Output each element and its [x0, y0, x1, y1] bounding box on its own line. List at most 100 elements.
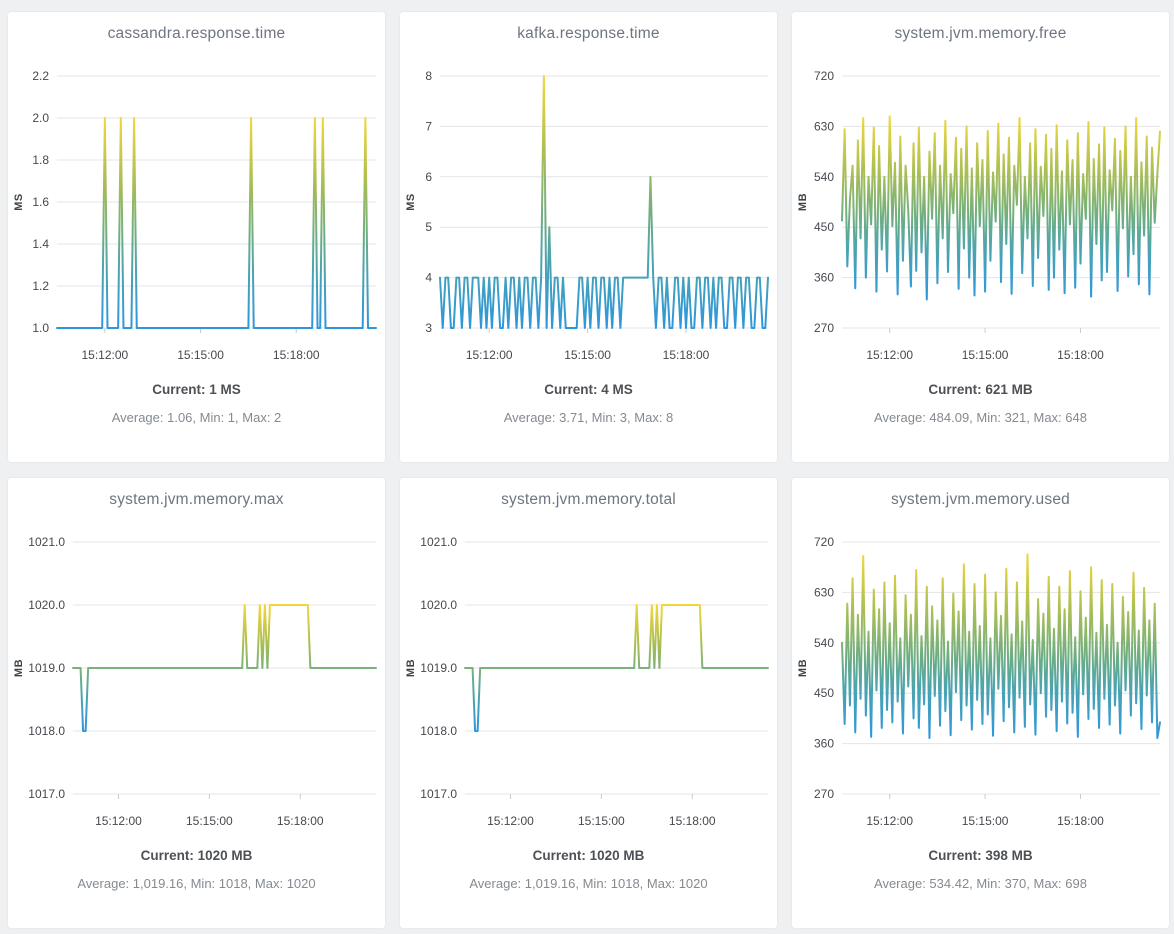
y-tick-label: 1021.0	[28, 535, 65, 549]
card-cassandra-response-time: cassandra.response.time 2.2 2.0 1.8 1.6 1.4 1…	[8, 12, 385, 462]
y-tick-label: 1019.0	[28, 661, 65, 675]
chart-current-value: Current: 1020 MB	[140, 848, 253, 863]
y-tick-label: 1.8	[32, 153, 49, 167]
y-tick-label: 360	[814, 737, 834, 751]
chart-plot-system-jvm-memory-max[interactable]: 1021.0 1020.0 1019.0 1018.0 1017.0 15:12:00 15…	[8, 522, 385, 834]
chart-title: system.jvm.memory.free	[894, 25, 1067, 42]
x-tick-label: 15:18:00	[663, 348, 710, 362]
y-axis-unit-label: MS	[405, 193, 417, 211]
chart-current-value: Current: 1020 MB	[532, 848, 645, 863]
y-axis-unit-label: MB	[405, 659, 417, 677]
chart-current-value: Current: 398 MB	[928, 848, 1033, 863]
card-system-jvm-memory-max: system.jvm.memory.max 1021.0 1020.0 1019.0…	[8, 478, 385, 928]
chart-title: system.jvm.memory.max	[109, 491, 284, 508]
y-tick-label: 1018.0	[420, 724, 457, 738]
chart-canvas: 1021.0 1020.0 1019.0 1018.0 1017.0 15:12:00 15…	[405, 535, 769, 828]
chart-current-value: Current: 621 MB	[928, 382, 1033, 397]
chart-stats-summary: Average: 534.42, Min: 370, Max: 698	[874, 876, 1087, 891]
card-system-jvm-memory-total: system.jvm.memory.total 1021.0 1020.0 1019…	[400, 478, 777, 928]
x-tick-label: 15:12:00	[866, 348, 913, 362]
y-axis-unit-label: MB	[13, 659, 25, 677]
chart-stats-summary: Average: 1,019.16, Min: 1018, Max: 1020	[77, 876, 316, 891]
chart-canvas: 8 7 6 5 4 3 15:12:00 15:15:00 15:18:00 MS	[405, 69, 769, 362]
card-kafka-response-time: kafka.response.time 8 7 6 5 4 3 15:12:00 15:15:…	[400, 12, 777, 462]
y-tick-label: 720	[814, 69, 834, 83]
chart-plot-system-jvm-memory-total[interactable]: 1021.0 1020.0 1019.0 1018.0 1017.0 15:12:00 15…	[400, 522, 777, 834]
x-tick-label: 15:15:00	[177, 348, 224, 362]
y-tick-label: 5	[425, 220, 432, 234]
card-system-jvm-memory-used: system.jvm.memory.used 720 630 540 450 360 27…	[792, 478, 1169, 928]
series-line	[841, 553, 1161, 739]
x-tick-label: 15:18:00	[1057, 348, 1104, 362]
chart-canvas: 720 630 540 450 360 270 15:12:00 15:15:00 15:18:…	[797, 69, 1161, 362]
chart-stats-summary: Average: 1.06, Min: 1, Max: 2	[111, 410, 282, 425]
y-tick-label: 1019.0	[420, 661, 457, 675]
y-tick-label: 1021.0	[420, 535, 457, 549]
y-tick-label: 1020.0	[28, 598, 65, 612]
x-tick-label: 15:18:00	[669, 814, 716, 828]
x-tick-label: 15:18:00	[277, 814, 324, 828]
y-tick-label: 1.4	[32, 237, 49, 251]
chart-title: kafka.response.time	[517, 25, 660, 42]
y-tick-label: 1.6	[32, 195, 49, 209]
y-tick-label: 270	[814, 787, 834, 801]
y-tick-label: 540	[814, 170, 834, 184]
series-line	[439, 75, 769, 329]
y-tick-label: 2.0	[32, 111, 49, 125]
y-tick-label: 630	[814, 585, 834, 599]
y-tick-label: 1018.0	[28, 724, 65, 738]
chart-plot-system-jvm-memory-free[interactable]: 720 630 540 450 360 270 15:12:00 15:15:00 15:18:…	[792, 56, 1169, 368]
x-tick-label: 15:12:00	[81, 348, 128, 362]
series-line	[56, 117, 377, 329]
chart-current-value: Current: 1 MS	[152, 382, 241, 397]
y-tick-label: 450	[814, 686, 834, 700]
chart-canvas: 2.2 2.0 1.8 1.6 1.4 1.2 1.0 15:12:00 15:15:00 15:…	[13, 69, 377, 362]
chart-title: system.jvm.memory.total	[501, 491, 676, 508]
series-line	[72, 604, 377, 732]
x-tick-label: 15:12:00	[466, 348, 513, 362]
y-tick-label: 540	[814, 636, 834, 650]
x-tick-label: 15:15:00	[962, 348, 1009, 362]
y-tick-label: 450	[814, 220, 834, 234]
y-tick-label: 3	[425, 321, 432, 335]
y-tick-label: 1020.0	[420, 598, 457, 612]
y-axis-unit-label: MB	[797, 193, 809, 211]
x-tick-label: 15:18:00	[273, 348, 320, 362]
series-line	[464, 604, 769, 732]
x-tick-label: 15:15:00	[186, 814, 233, 828]
chart-title: cassandra.response.time	[107, 25, 286, 42]
x-tick-label: 15:15:00	[962, 814, 1009, 828]
card-system-jvm-memory-free: system.jvm.memory.free 720 630 540 450 360 27…	[792, 12, 1169, 462]
chart-canvas: 1021.0 1020.0 1019.0 1018.0 1017.0 15:12:00 15…	[13, 535, 377, 828]
y-tick-label: 1.2	[32, 279, 49, 293]
y-tick-label: 6	[425, 170, 432, 184]
chart-stats-summary: Average: 484.09, Min: 321, Max: 648	[874, 410, 1087, 425]
chart-stats-summary: Average: 1,019.16, Min: 1018, Max: 1020	[469, 876, 708, 891]
x-tick-label: 15:12:00	[487, 814, 534, 828]
x-tick-label: 15:15:00	[564, 348, 611, 362]
chart-title: system.jvm.memory.used	[891, 491, 1070, 508]
chart-stats-summary: Average: 3.71, Min: 3, Max: 8	[503, 410, 674, 425]
y-tick-label: 360	[814, 271, 834, 285]
y-tick-label: 1017.0	[28, 787, 65, 801]
series-line	[841, 115, 1161, 301]
y-tick-label: 1.0	[32, 321, 49, 335]
chart-current-value: Current: 4 MS	[544, 382, 633, 397]
x-tick-label: 15:15:00	[578, 814, 625, 828]
y-tick-label: 4	[425, 271, 432, 285]
y-tick-label: 2.2	[32, 69, 49, 83]
chart-plot-system-jvm-memory-used[interactable]: 720 630 540 450 360 270 15:12:00 15:15:00 15:18:…	[792, 522, 1169, 834]
y-tick-label: 1017.0	[420, 787, 457, 801]
x-tick-label: 15:18:00	[1057, 814, 1104, 828]
y-tick-label: 630	[814, 119, 834, 133]
y-tick-label: 7	[425, 119, 432, 133]
chart-canvas: 720 630 540 450 360 270 15:12:00 15:15:00 15:18:…	[797, 535, 1161, 828]
y-axis-unit-label: MS	[13, 193, 25, 211]
chart-plot-kafka-response-time[interactable]: 8 7 6 5 4 3 15:12:00 15:15:00 15:18:00 MS	[400, 56, 777, 368]
y-tick-label: 8	[425, 69, 432, 83]
x-tick-label: 15:12:00	[866, 814, 913, 828]
y-tick-label: 720	[814, 535, 834, 549]
y-axis-unit-label: MB	[797, 659, 809, 677]
chart-plot-cassandra-response-time[interactable]: 2.2 2.0 1.8 1.6 1.4 1.2 1.0 15:12:00 15:15:00 15:…	[8, 56, 385, 368]
